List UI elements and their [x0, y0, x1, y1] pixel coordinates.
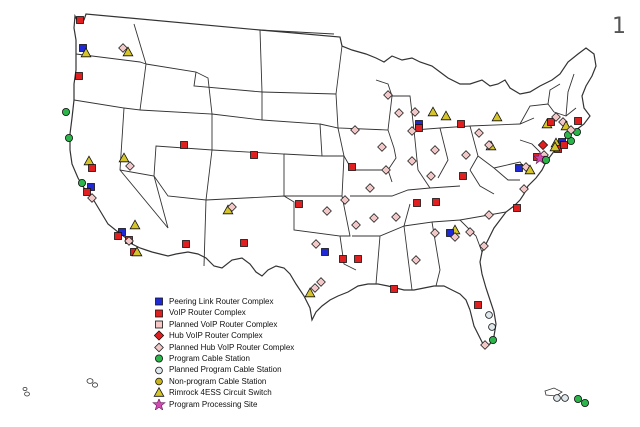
legend-item-program-site: Program Processing Site [152, 398, 294, 410]
legend-label: Rimrock 4ESS Circuit Switch [169, 388, 272, 398]
cable-marker [65, 133, 73, 143]
voip-marker [348, 163, 356, 171]
peering-marker [515, 164, 523, 172]
page-number: 1 [612, 14, 626, 39]
voip-marker [76, 16, 84, 24]
cable-marker [542, 155, 550, 165]
caribbean-islands [544, 387, 563, 397]
peering-marker [321, 248, 329, 256]
legend-item-rimrock: Rimrock 4ESS Circuit Switch [152, 387, 294, 398]
voip-marker [413, 199, 421, 207]
voip-marker [240, 239, 248, 247]
voip-marker [339, 255, 347, 263]
legend-label: Hub VoIP Router Complex [169, 331, 263, 341]
legend-item-planned-cable: Planned Program Cable Station [152, 364, 294, 375]
voip-marker [547, 118, 555, 126]
legend-item-hub-voip: Hub VoIP Router Complex [152, 330, 294, 341]
hawaii-islands [22, 378, 99, 397]
voip-marker [354, 255, 362, 263]
legend-item-cable: Program Cable Station [152, 353, 294, 364]
voip-marker [432, 198, 440, 206]
cable-marker [78, 178, 86, 188]
legend-item-peering: Peering Link Router Complex [152, 296, 294, 307]
legend-label: VoIP Router Complex [169, 308, 246, 318]
legend-label: Planned Program Cable Station [169, 365, 282, 375]
voip-marker [457, 120, 465, 128]
legend-label: Non-program Cable Station [169, 376, 267, 386]
voip-marker [474, 301, 482, 309]
voip-marker [295, 200, 303, 208]
legend-label: Peering Link Router Complex [169, 297, 274, 306]
legend-item-nonprog-cable: Non-program Cable Station [152, 376, 294, 387]
voip-marker [390, 285, 398, 293]
voip-marker [574, 117, 582, 125]
voip-marker [182, 240, 190, 248]
legend-item-planned-voip: Planned VoIP Router Complex [152, 319, 294, 330]
legend-label: Program Processing Site [169, 399, 258, 409]
voip-marker [560, 141, 568, 149]
voip-legend-icon [152, 308, 166, 319]
cable-legend-icon [152, 353, 166, 364]
map-legend: Peering Link Router Complex VoIP Router C… [152, 296, 294, 410]
voip-marker [513, 204, 521, 212]
planned-cable-marker [553, 394, 561, 402]
planned-cable-legend-icon [152, 365, 166, 376]
cable-marker [62, 108, 70, 116]
voip-marker [415, 124, 423, 132]
legend-label: Program Cable Station [169, 353, 250, 363]
legend-item-planned-hub: Planned Hub VoIP Router Complex [152, 342, 294, 353]
planned-cable-marker [488, 323, 496, 331]
planned-hub-legend-icon [152, 342, 166, 353]
planned-voip-legend-icon [152, 319, 166, 330]
state-borders [73, 23, 577, 291]
voip-marker [180, 141, 188, 149]
nonprog-cable-legend-icon [152, 376, 166, 387]
voip-marker [250, 151, 258, 159]
voip-marker [114, 232, 122, 240]
voip-marker [75, 72, 83, 80]
peering-legend-icon [152, 296, 166, 307]
voip-marker [459, 172, 467, 180]
legend-label: Planned Hub VoIP Router Complex [169, 342, 295, 352]
cable-marker [581, 398, 589, 408]
legend-label: Planned VoIP Router Complex [169, 319, 278, 329]
planned-cable-marker [485, 311, 493, 319]
legend-item-voip: VoIP Router Complex [152, 307, 294, 318]
program-site-legend-icon [152, 398, 166, 410]
voip-marker [88, 164, 96, 172]
cable-marker [488, 335, 498, 345]
cable-marker [574, 394, 582, 404]
planned-cable-marker [561, 394, 569, 402]
hub-voip-legend-icon [152, 330, 166, 341]
voip-marker [83, 188, 91, 196]
rimrock-legend-icon [152, 387, 166, 398]
